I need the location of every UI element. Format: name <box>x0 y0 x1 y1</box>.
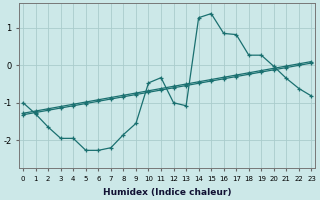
X-axis label: Humidex (Indice chaleur): Humidex (Indice chaleur) <box>103 188 232 197</box>
